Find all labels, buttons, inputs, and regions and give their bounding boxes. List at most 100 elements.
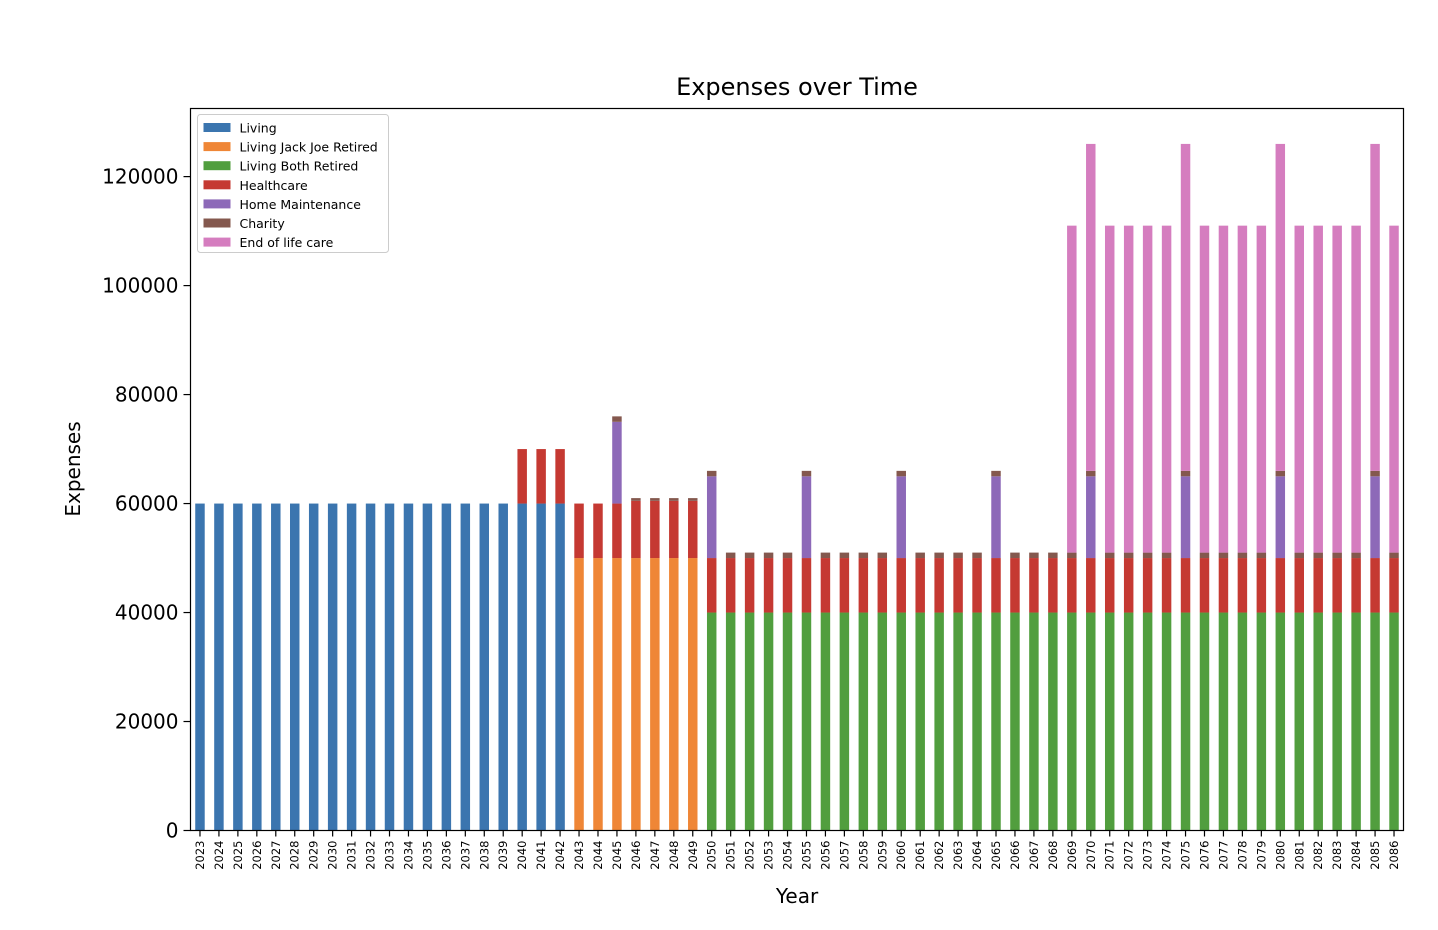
bar-segment-2075-s3 [1180, 558, 1191, 613]
bar-segment-2070-s5 [1086, 470, 1096, 477]
bar-segment-2070-s6 [1086, 143, 1096, 471]
bar-segment-2059-s2 [877, 612, 888, 831]
bar-segment-2027-s0 [271, 503, 281, 831]
bar-segment-2024-s0 [214, 503, 224, 831]
bar-segment-2065-s2 [991, 612, 1001, 831]
bar-segment-2056-s2 [820, 612, 831, 831]
x-tick-label: 2056 [818, 841, 832, 870]
y-tick-label: 40000 [115, 601, 179, 625]
x-tick-label: 2027 [269, 841, 283, 870]
bar-segment-2076-s5 [1199, 552, 1210, 559]
bar-segment-2055-s5 [801, 470, 812, 477]
x-tick-label: 2049 [686, 841, 700, 870]
x-tick-label: 2063 [951, 841, 965, 870]
x-tick-label: 2037 [458, 841, 472, 870]
x-tick-label: 2031 [345, 841, 359, 870]
y-tick-label: 80000 [115, 383, 179, 407]
bar-segment-2055-s3 [801, 558, 812, 613]
x-tick-label: 2080 [1273, 841, 1287, 870]
bar-segment-2032-s0 [365, 503, 376, 831]
plot-frame [189, 107, 1405, 832]
bar-segment-2076-s2 [1199, 612, 1210, 831]
bar-segment-2069-s6 [1067, 225, 1077, 553]
bar-segment-2062-s3 [934, 558, 944, 613]
bar-segment-2078-s2 [1237, 612, 1248, 831]
bar-segment-2028-s0 [290, 503, 300, 831]
bar-segment-2038-s0 [479, 503, 490, 831]
bar-segment-2083-s6 [1332, 225, 1342, 553]
bar-segment-2078-s3 [1237, 558, 1248, 613]
x-tick-label: 2078 [1235, 841, 1249, 870]
x-tick-label: 2047 [648, 841, 662, 870]
x-tick-label: 2079 [1254, 841, 1268, 870]
bar-segment-2083-s2 [1332, 612, 1342, 831]
bar-segment-2055-s4 [801, 476, 812, 559]
bar-segment-2040-s0 [517, 503, 527, 831]
chart-title: Expenses over Time [676, 73, 918, 101]
bar-segment-2074-s5 [1161, 552, 1172, 559]
bar-segment-2063-s5 [953, 552, 963, 559]
bar-segment-2054-s5 [782, 552, 793, 559]
x-tick-label: 2046 [629, 841, 643, 870]
bar-segment-2072-s2 [1123, 612, 1134, 831]
bar-segment-2037-s0 [460, 503, 471, 831]
x-tick-label: 2057 [837, 841, 851, 870]
bar-layer [195, 143, 1399, 831]
bar-segment-2079-s3 [1256, 558, 1267, 613]
x-tick-label: 2039 [496, 841, 510, 870]
bar-segment-2070-s4 [1086, 476, 1096, 559]
bar-segment-2077-s3 [1218, 558, 1229, 613]
bar-segment-2080-s2 [1275, 612, 1286, 831]
x-tick-label: 2062 [932, 841, 946, 870]
bar-segment-2069-s3 [1067, 558, 1077, 613]
bar-segment-2070-s2 [1086, 612, 1096, 831]
bar-segment-2081-s2 [1294, 612, 1304, 831]
bar-segment-2053-s2 [763, 612, 774, 831]
x-tick-label: 2045 [610, 841, 624, 870]
x-tick-label: 2023 [193, 841, 207, 870]
bar-segment-2079-s5 [1256, 552, 1267, 559]
x-tick-label: 2051 [724, 841, 738, 870]
x-tick-label: 2075 [1179, 841, 1193, 870]
bar-segment-2061-s5 [915, 552, 925, 559]
bar-segment-2025-s0 [233, 503, 243, 831]
bar-segment-2039-s0 [498, 503, 508, 831]
x-tick-label: 2066 [1008, 841, 1022, 870]
bar-segment-2085-s4 [1370, 476, 1380, 559]
bar-segment-2043-s3 [574, 503, 584, 559]
bar-segment-2060-s4 [896, 476, 906, 559]
bar-segment-2054-s3 [782, 558, 793, 613]
bar-segment-2060-s2 [896, 612, 906, 831]
bar-segment-2058-s5 [858, 552, 869, 559]
x-tick-label: 2071 [1103, 841, 1117, 870]
bar-segment-2048-s3 [669, 500, 679, 559]
bar-segment-2067-s3 [1029, 558, 1039, 613]
bar-segment-2045-s5 [612, 416, 622, 422]
bar-segment-2045-s1 [612, 558, 622, 831]
bar-segment-2075-s6 [1180, 143, 1191, 471]
x-tick-label: 2069 [1065, 841, 1079, 870]
bar-segment-2031-s0 [346, 503, 357, 831]
bar-segment-2061-s2 [915, 612, 925, 831]
bar-segment-2064-s2 [972, 612, 982, 831]
bar-segment-2086-s2 [1389, 612, 1399, 831]
bar-segment-2065-s4 [991, 476, 1001, 559]
legend-swatch [203, 237, 231, 247]
bar-segment-2066-s5 [1010, 552, 1020, 559]
x-tick-label: 2052 [743, 841, 757, 870]
legend-swatch [203, 199, 231, 209]
x-tick-label: 2084 [1349, 841, 1363, 870]
bar-segment-2060-s5 [896, 470, 906, 477]
bar-segment-2071-s5 [1104, 552, 1115, 559]
x-tick-label: 2053 [762, 841, 776, 870]
legend-swatch [203, 123, 231, 132]
bar-segment-2050-s3 [706, 558, 717, 613]
x-tick-label: 2044 [591, 841, 605, 870]
bar-segment-2084-s2 [1351, 612, 1361, 831]
bar-segment-2057-s5 [839, 552, 850, 559]
legend-label: Living [240, 121, 277, 136]
bar-segment-2064-s5 [972, 552, 982, 559]
x-axis-label: Year [775, 884, 819, 908]
bar-segment-2084-s6 [1351, 225, 1361, 553]
bar-segment-2066-s3 [1010, 558, 1020, 613]
